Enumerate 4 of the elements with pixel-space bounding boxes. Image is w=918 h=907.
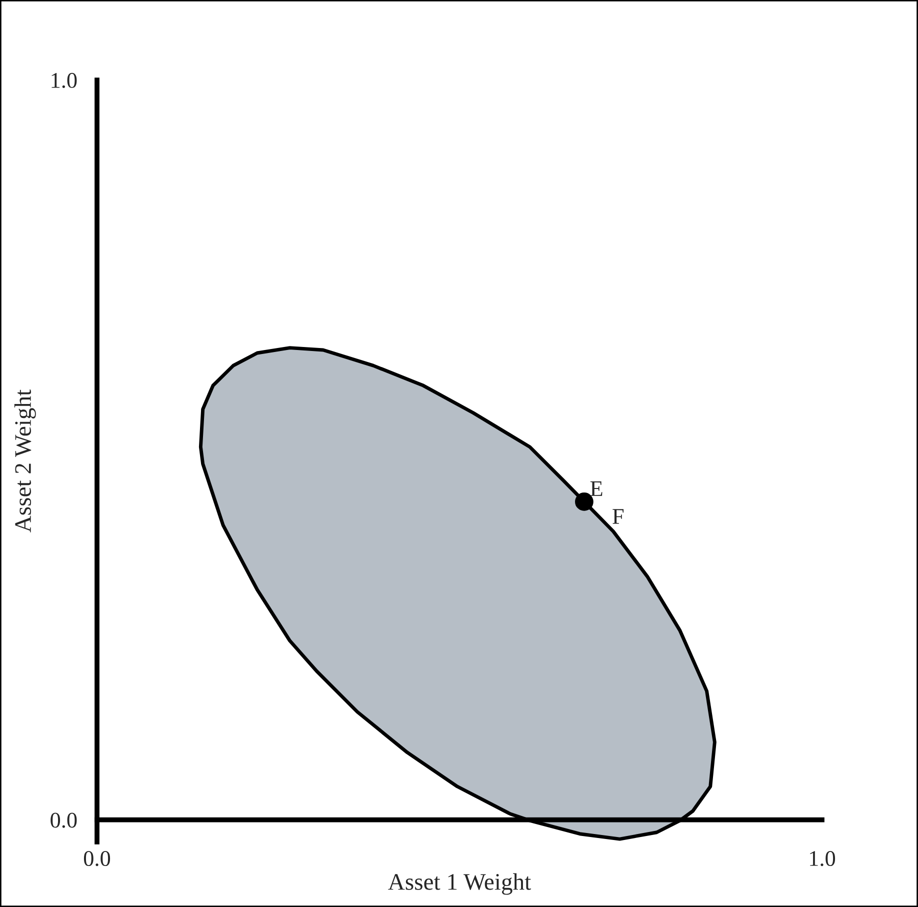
annotation: F bbox=[612, 509, 624, 524]
y-axis-title: Asset 2 Weight bbox=[14, 390, 36, 532]
x-axis-title: Asset 1 Weight bbox=[388, 873, 531, 895]
annotation: E bbox=[590, 481, 602, 496]
